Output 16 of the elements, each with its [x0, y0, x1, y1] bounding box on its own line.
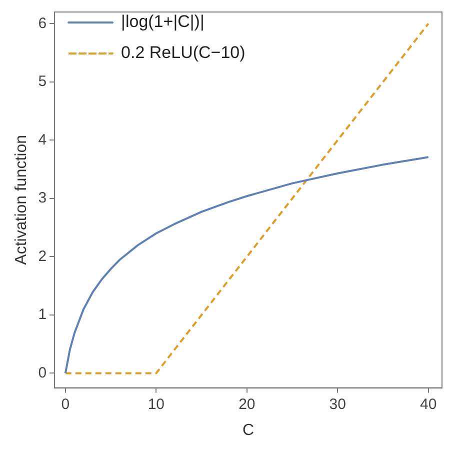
- y-axis-title: Activation function: [13, 134, 30, 265]
- x-tick-label: 40: [420, 396, 437, 413]
- y-tick-label: 5: [38, 73, 47, 90]
- x-tick-label: 20: [238, 396, 256, 413]
- y-tick-label: 6: [38, 14, 47, 32]
- y-tick-label: 4: [38, 131, 47, 148]
- x-axis-title: C: [242, 422, 254, 439]
- y-tick-label: 3: [38, 190, 47, 207]
- legend-label: 0.2 ReLU(C−10): [121, 43, 246, 62]
- y-tick-label: 2: [38, 248, 47, 265]
- legend-label: |log(1+|C|)|: [121, 12, 204, 32]
- x-tick-label: 10: [148, 396, 165, 413]
- y-tick-label: 1: [38, 306, 47, 324]
- x-tick-label: 30: [329, 396, 346, 413]
- y-tick-label: 0: [38, 364, 47, 382]
- x-tick-label: 0: [61, 396, 70, 413]
